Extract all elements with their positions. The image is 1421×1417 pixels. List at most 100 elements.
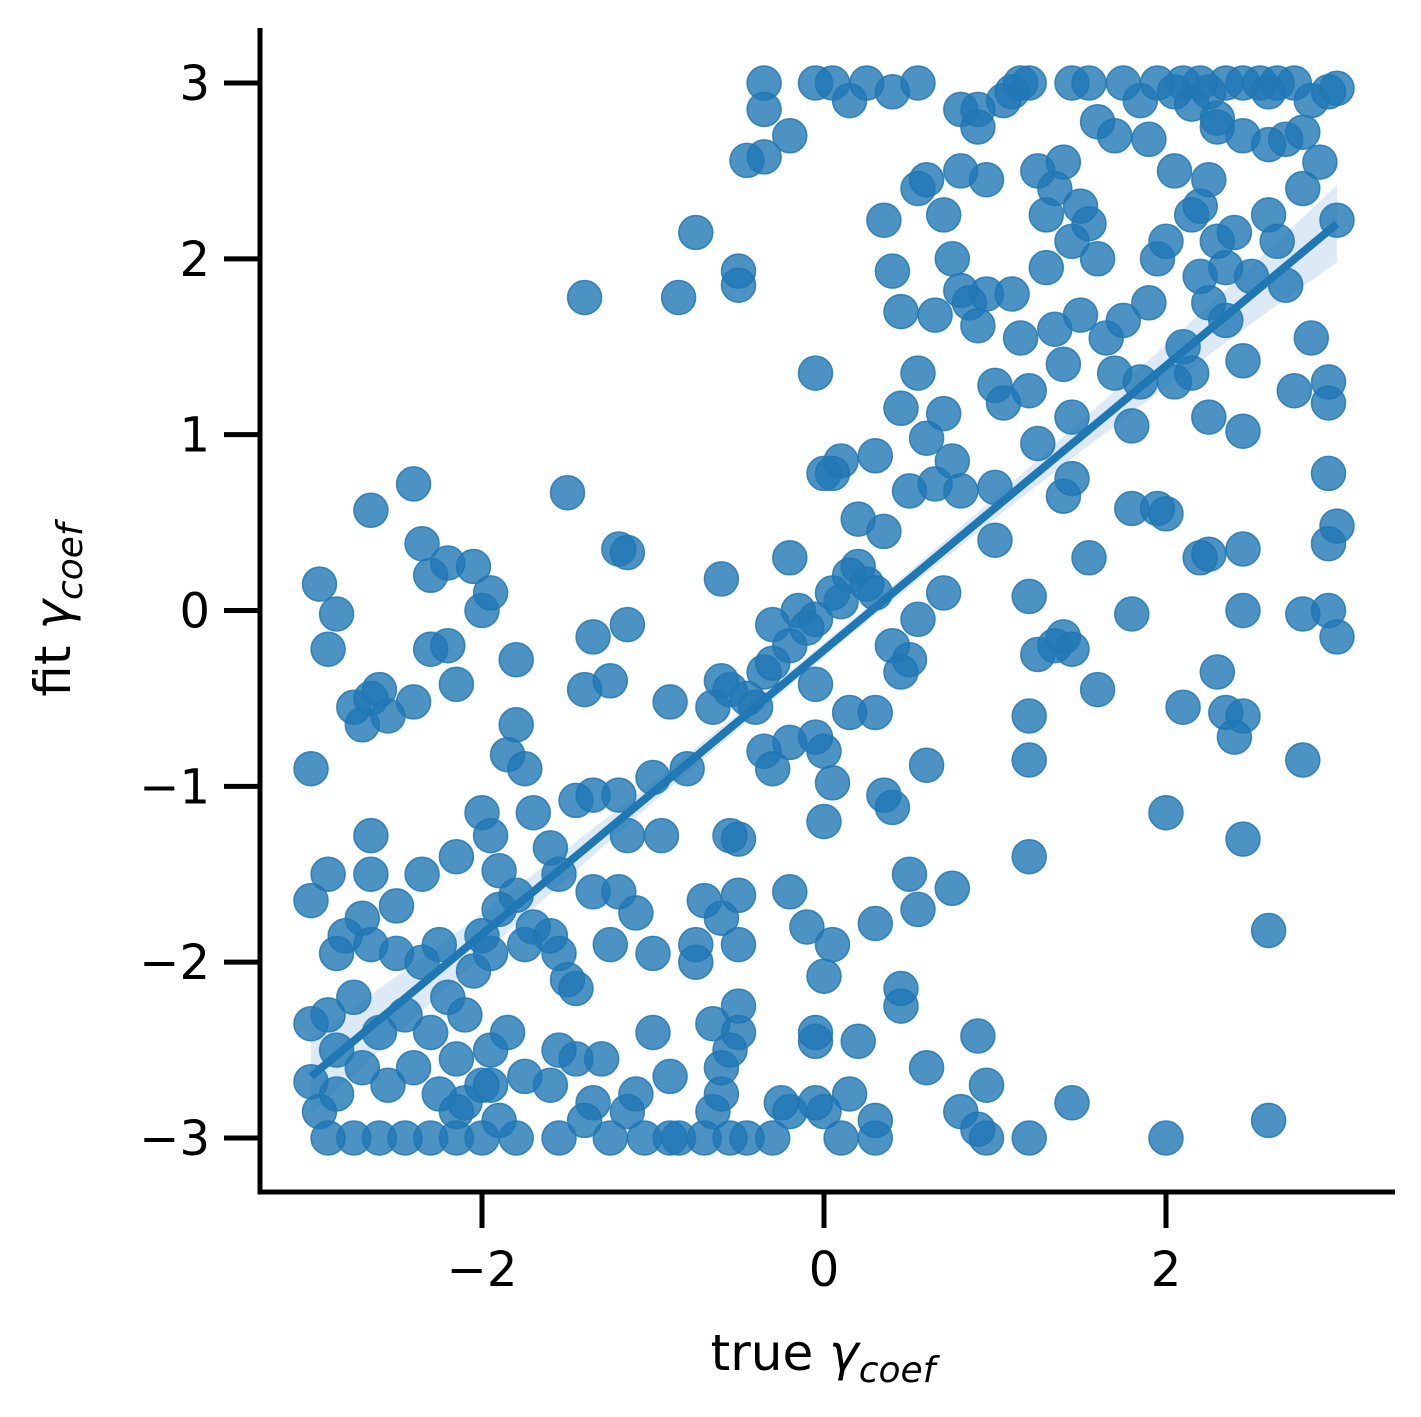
data-point <box>1079 241 1116 277</box>
data-point <box>977 522 1013 558</box>
y-tick-label: 2 <box>179 232 210 288</box>
data-point <box>1293 320 1330 356</box>
data-point <box>866 202 902 238</box>
data-point <box>592 1120 629 1156</box>
data-point <box>438 1093 475 1130</box>
data-point <box>891 641 928 678</box>
data-point <box>1225 531 1261 567</box>
data-point <box>609 606 646 643</box>
data-point <box>1319 619 1355 655</box>
data-point <box>507 1058 543 1095</box>
data-point <box>831 82 868 119</box>
data-point <box>934 241 971 277</box>
data-point <box>575 619 611 655</box>
data-point <box>481 852 517 889</box>
data-point <box>908 420 945 456</box>
data-point <box>806 803 842 840</box>
data-point <box>968 1120 1005 1156</box>
data-point <box>1216 214 1253 251</box>
data-point <box>1148 794 1184 831</box>
data-point <box>823 443 859 479</box>
data-point <box>652 684 688 720</box>
data-point <box>814 926 851 963</box>
data-point <box>353 492 389 529</box>
data-point <box>1011 65 1047 101</box>
data-point <box>472 1032 509 1068</box>
data-point <box>583 1041 620 1077</box>
data-point <box>618 895 654 931</box>
data-point <box>840 1023 876 1060</box>
data-point <box>404 856 440 892</box>
data-point <box>541 1032 577 1068</box>
data-point <box>438 666 475 703</box>
data-point <box>1191 536 1227 572</box>
data-point <box>772 118 808 154</box>
data-point <box>336 979 372 1016</box>
data-point <box>900 891 936 928</box>
data-point <box>498 641 534 678</box>
data-point <box>1045 144 1082 180</box>
data-point <box>874 253 911 289</box>
x-axis-label-text: true <box>711 1324 830 1382</box>
data-point <box>695 1093 731 1130</box>
data-point <box>857 1120 894 1156</box>
data-point <box>908 747 945 783</box>
data-point <box>438 1041 475 1077</box>
data-point <box>1165 689 1201 725</box>
data-point <box>1071 205 1107 242</box>
data-point <box>1225 592 1261 629</box>
data-point <box>549 474 586 511</box>
y-tick-label: 0 <box>179 584 210 640</box>
data-point <box>472 817 509 854</box>
data-point <box>1011 838 1047 875</box>
data-point <box>507 750 543 787</box>
data-point <box>344 1049 381 1086</box>
data-point <box>1054 1085 1090 1121</box>
data-point <box>695 1005 731 1042</box>
data-point <box>1011 698 1047 734</box>
data-point <box>395 466 432 502</box>
data-point <box>891 856 928 892</box>
data-point <box>395 684 432 720</box>
data-point <box>772 874 808 910</box>
data-point <box>370 1067 406 1103</box>
data-point <box>455 548 492 585</box>
data-point <box>1054 631 1090 667</box>
data-point <box>1045 346 1082 383</box>
data-point <box>840 501 876 537</box>
x-tick-label: 0 <box>809 1242 840 1298</box>
data-point <box>1199 654 1236 690</box>
data-point <box>1225 343 1261 379</box>
data-point <box>1319 508 1355 544</box>
data-point <box>1302 144 1338 180</box>
data-point <box>686 882 723 919</box>
data-point <box>1285 170 1321 207</box>
data-point <box>472 935 509 972</box>
data-point <box>310 631 346 667</box>
data-point <box>720 926 757 963</box>
data-point <box>729 1120 765 1156</box>
data-point <box>1114 408 1150 444</box>
regression-line <box>308 220 1340 1080</box>
data-point <box>1285 742 1321 778</box>
data-point <box>592 663 629 699</box>
data-point <box>806 733 842 769</box>
data-point <box>592 926 629 963</box>
y-axis-label-text: fit <box>24 630 82 697</box>
data-point <box>344 900 381 936</box>
data-point <box>1071 540 1107 576</box>
data-point <box>1011 578 1047 615</box>
y-tick-label: 3 <box>179 56 210 112</box>
y-axis-ticks: −3 −2 −1 0 1 2 3 <box>139 56 260 1167</box>
data-point <box>925 575 962 611</box>
y-axis-label: fit γcoef <box>24 518 91 697</box>
data-point <box>1011 742 1047 778</box>
data-point <box>1096 118 1133 154</box>
data-point <box>1131 285 1167 321</box>
data-point <box>1105 302 1142 339</box>
data-point <box>823 1120 859 1156</box>
data-point <box>609 1093 646 1130</box>
data-point <box>1114 596 1150 632</box>
data-point <box>498 1120 534 1156</box>
